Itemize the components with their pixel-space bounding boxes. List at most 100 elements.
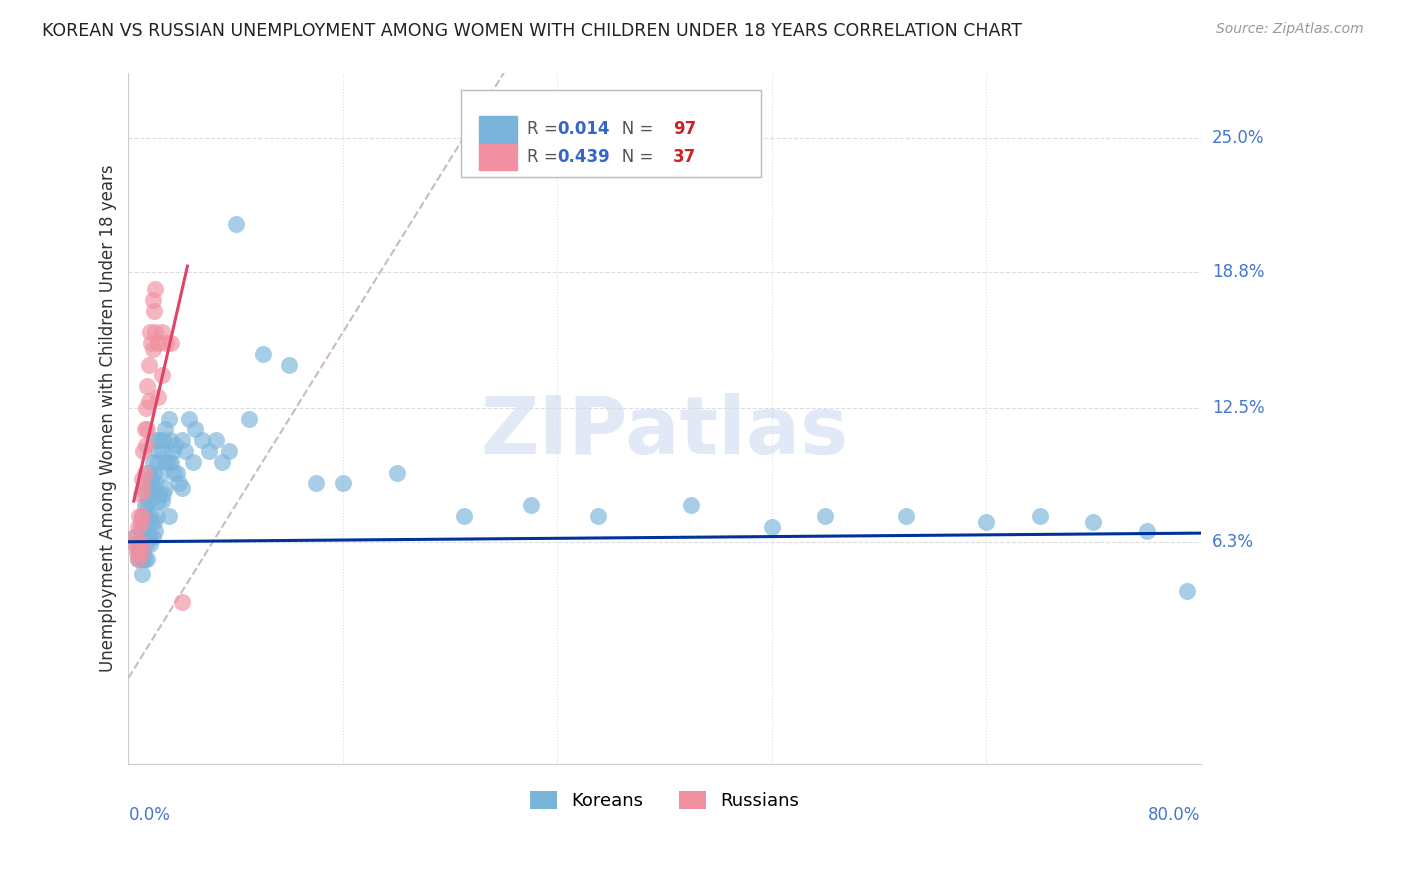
Text: ZIPatlas: ZIPatlas xyxy=(481,393,849,472)
Text: 25.0%: 25.0% xyxy=(1212,128,1264,147)
Point xyxy=(146,493,169,508)
Point xyxy=(128,508,150,523)
Point xyxy=(198,444,221,458)
Text: 97: 97 xyxy=(673,120,696,138)
Point xyxy=(135,508,157,523)
Point xyxy=(131,537,153,551)
Point xyxy=(252,347,274,361)
Point xyxy=(160,336,183,351)
Point xyxy=(127,519,149,533)
Point xyxy=(135,401,157,415)
Point xyxy=(134,498,156,512)
Point xyxy=(153,422,176,436)
Point xyxy=(148,434,170,448)
Point xyxy=(132,545,155,559)
Point xyxy=(127,552,149,566)
Point xyxy=(211,455,233,469)
Point xyxy=(173,444,195,458)
Point xyxy=(159,434,181,448)
Point xyxy=(124,537,146,551)
Point xyxy=(142,293,165,307)
Point xyxy=(204,434,226,448)
Point xyxy=(150,325,173,339)
Point xyxy=(150,368,173,383)
Text: 80.0%: 80.0% xyxy=(1149,805,1201,823)
Point xyxy=(142,466,165,480)
Text: 18.8%: 18.8% xyxy=(1212,263,1264,281)
Point xyxy=(127,552,149,566)
Point xyxy=(1029,508,1052,523)
Point xyxy=(122,531,145,545)
Point xyxy=(138,531,160,545)
Point xyxy=(142,531,165,545)
Point xyxy=(129,545,152,559)
Bar xyxy=(479,116,516,143)
Point xyxy=(139,481,162,495)
Point xyxy=(332,476,354,491)
Point xyxy=(681,498,703,512)
Text: 0.014: 0.014 xyxy=(557,120,610,138)
Point xyxy=(385,466,408,480)
Point xyxy=(134,513,156,527)
Point xyxy=(148,487,170,501)
Text: 0.0%: 0.0% xyxy=(128,805,170,823)
Point xyxy=(132,481,155,495)
Point xyxy=(131,508,153,523)
Point xyxy=(139,537,162,551)
Point xyxy=(181,455,204,469)
Point xyxy=(1083,516,1105,530)
Point xyxy=(152,487,174,501)
Point xyxy=(125,545,148,559)
Point xyxy=(138,394,160,409)
Point xyxy=(136,422,159,436)
Point xyxy=(131,472,153,486)
Point xyxy=(150,493,173,508)
Text: Source: ZipAtlas.com: Source: ZipAtlas.com xyxy=(1216,22,1364,37)
Point xyxy=(142,516,165,530)
Point xyxy=(160,455,183,469)
Point xyxy=(894,508,917,523)
Point xyxy=(142,303,165,318)
Text: 12.5%: 12.5% xyxy=(1212,399,1264,417)
Point xyxy=(129,552,152,566)
Point xyxy=(131,537,153,551)
Point xyxy=(134,531,156,545)
Point xyxy=(134,422,156,436)
Point xyxy=(132,444,155,458)
Point xyxy=(146,444,169,458)
Text: R =: R = xyxy=(527,120,564,138)
Point xyxy=(141,472,163,486)
Point xyxy=(131,552,153,566)
Point xyxy=(163,466,186,480)
Point xyxy=(150,444,173,458)
Point xyxy=(157,508,180,523)
Point xyxy=(128,537,150,551)
Text: 0.439: 0.439 xyxy=(557,148,610,166)
Point xyxy=(131,508,153,523)
Point xyxy=(157,455,180,469)
Point xyxy=(155,336,177,351)
Point xyxy=(814,508,837,523)
Point xyxy=(136,379,159,393)
Point xyxy=(125,541,148,556)
Bar xyxy=(479,145,516,170)
Point xyxy=(145,508,167,523)
Text: N =: N = xyxy=(606,120,658,138)
Point xyxy=(519,498,541,512)
Point xyxy=(142,343,165,357)
Point xyxy=(143,325,166,339)
Text: 6.3%: 6.3% xyxy=(1212,533,1254,550)
Point xyxy=(172,595,194,609)
Point xyxy=(453,508,475,523)
Point xyxy=(142,481,165,495)
Point xyxy=(138,358,160,372)
Point xyxy=(128,537,150,551)
Point xyxy=(177,411,200,425)
Point xyxy=(305,476,328,491)
Point xyxy=(1175,584,1198,599)
Point xyxy=(134,466,156,480)
Point xyxy=(128,545,150,559)
Point xyxy=(141,336,163,351)
Point xyxy=(761,519,783,533)
Point xyxy=(132,516,155,530)
